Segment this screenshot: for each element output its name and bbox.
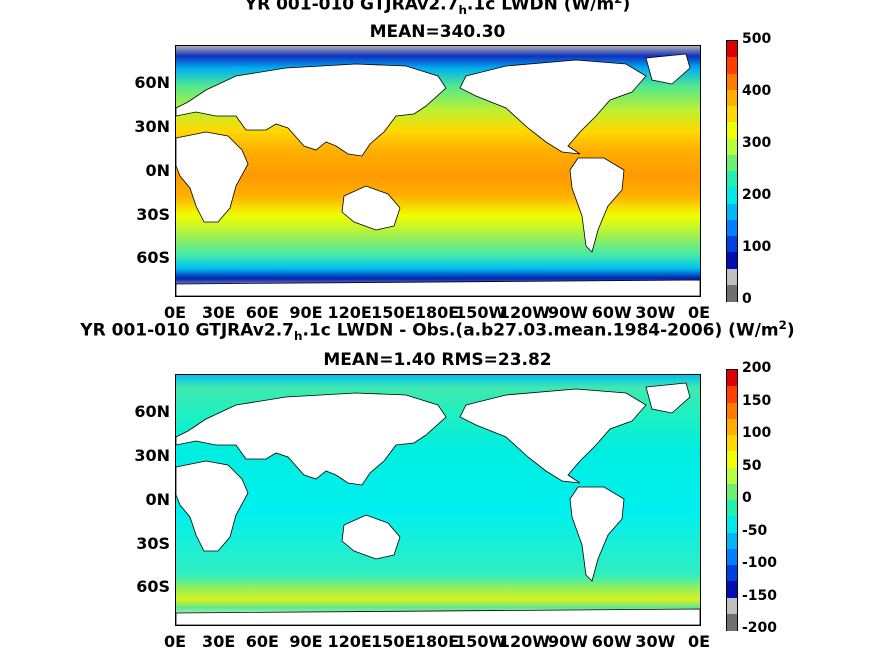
x-tick-label: 120W [498,632,550,651]
colorbar-segment [727,284,737,302]
x-tick-label: 30E [202,303,236,322]
colorbar-tick-label: 50 [742,457,762,474]
y-tick-label: 60S [136,577,170,596]
colorbar-segment [727,89,737,107]
colorbar-tick-label: 0 [742,490,752,506]
colorbar-tick-label: 200 [742,187,772,203]
x-tick-label: 60E [245,632,279,651]
colorbar-tick-label: -150 [742,587,778,604]
colorbar-segment [727,138,737,156]
colorbar-segment [727,565,737,582]
x-tick-label: 60W [591,303,632,322]
colorbar-segment [727,500,737,517]
colorbar-tick-label: -100 [742,555,778,571]
x-tick-label: 30W [635,632,676,651]
colorbar-segment [727,252,737,269]
colorbar-segment [727,41,737,58]
x-tick-label: 90W [548,303,588,322]
y-tick-label: 30S [136,205,170,224]
y-tick-label: 30N [134,446,170,465]
colorbar-segment [727,386,737,403]
colorbar-tick-label: 0 [742,291,752,307]
x-tick-label: 180E [414,632,460,651]
x-tick-label: 180E [414,303,460,322]
colorbar-segment [727,435,737,452]
y-tick-label: 60N [134,402,170,421]
colorbar-tick-label: 100 [742,425,772,441]
y-tick-label: 30S [136,534,170,553]
colorbar-tick-label: 400 [742,83,772,99]
colorbar-tick-label: 150 [742,392,772,409]
x-tick-label: 60W [591,632,632,651]
colorbar-segment [727,418,737,436]
x-tick-label: 0E [163,632,187,651]
top-map-svg [176,46,700,296]
colorbar-segment [727,532,737,550]
colorbar-segment [727,171,737,188]
colorbar-segment [727,548,737,566]
colorbar-segment [727,122,737,139]
colorbar-tick-label: -200 [742,620,778,636]
top-stats: MEAN=340.30 [369,22,506,42]
colorbar-segment [727,154,737,172]
colorbar-segment [727,106,737,123]
y-tick-label: 60S [136,248,170,267]
colorbar-segment [727,268,737,286]
x-tick-label: 0E [163,303,187,322]
colorbar-segment [727,370,737,387]
x-tick-label: 0E [687,303,711,322]
x-tick-label: 120W [498,303,550,322]
colorbar-segment [727,73,737,91]
colorbar-tick-label: -50 [742,522,768,539]
colorbar-tick-label: 200 [742,360,772,376]
colorbar-segment [727,236,737,253]
x-tick-label: 30E [202,632,236,651]
colorbar-segment [727,451,737,468]
bottom-map-svg [176,375,700,625]
colorbar-segment [727,219,737,237]
top-title: YR 001-010 GTJRAv2.7h.1c LWDN (W/m2) [244,0,631,18]
colorbar-tick-label: 100 [742,239,772,255]
y-tick-label: 60N [134,73,170,92]
x-tick-label: 0E [687,632,711,651]
x-tick-label: 60E [245,303,279,322]
colorbar-segment [727,516,737,533]
colorbar-segment [727,467,737,485]
bottom-title: YR 001-010 GTJRAv2.7h.1c LWDN - Obs.(a.b… [80,318,795,344]
top-colorbar [726,40,738,302]
x-tick-label: 120E [327,303,372,322]
y-tick-label: 0N [145,161,170,180]
x-tick-label: 90E [289,303,323,322]
y-tick-label: 30N [134,117,170,136]
x-tick-label: 150E [371,303,416,322]
colorbar-segment [727,483,737,501]
x-tick-label: 150W [455,303,507,322]
x-tick-label: 150W [455,632,507,651]
x-tick-label: 90E [289,632,323,651]
bottom-colorbar [726,369,738,631]
bottom-map [175,374,701,626]
colorbar-tick-label: 500 [742,31,772,47]
y-tick-label: 0N [145,490,170,509]
top-map [175,45,701,297]
colorbar-segment [727,203,737,221]
x-tick-label: 150E [371,632,416,651]
colorbar-segment [727,597,737,615]
colorbar-segment [727,57,737,74]
colorbar-segment [727,613,737,631]
colorbar-tick-label: 300 [742,135,772,151]
x-tick-label: 90W [548,632,588,651]
colorbar-segment [727,402,737,420]
bottom-stats: MEAN=1.40 RMS=23.82 [323,350,552,370]
colorbar-segment [727,187,737,204]
x-tick-label: 30W [635,303,676,322]
x-tick-label: 120E [327,632,372,651]
colorbar-segment [727,581,737,598]
